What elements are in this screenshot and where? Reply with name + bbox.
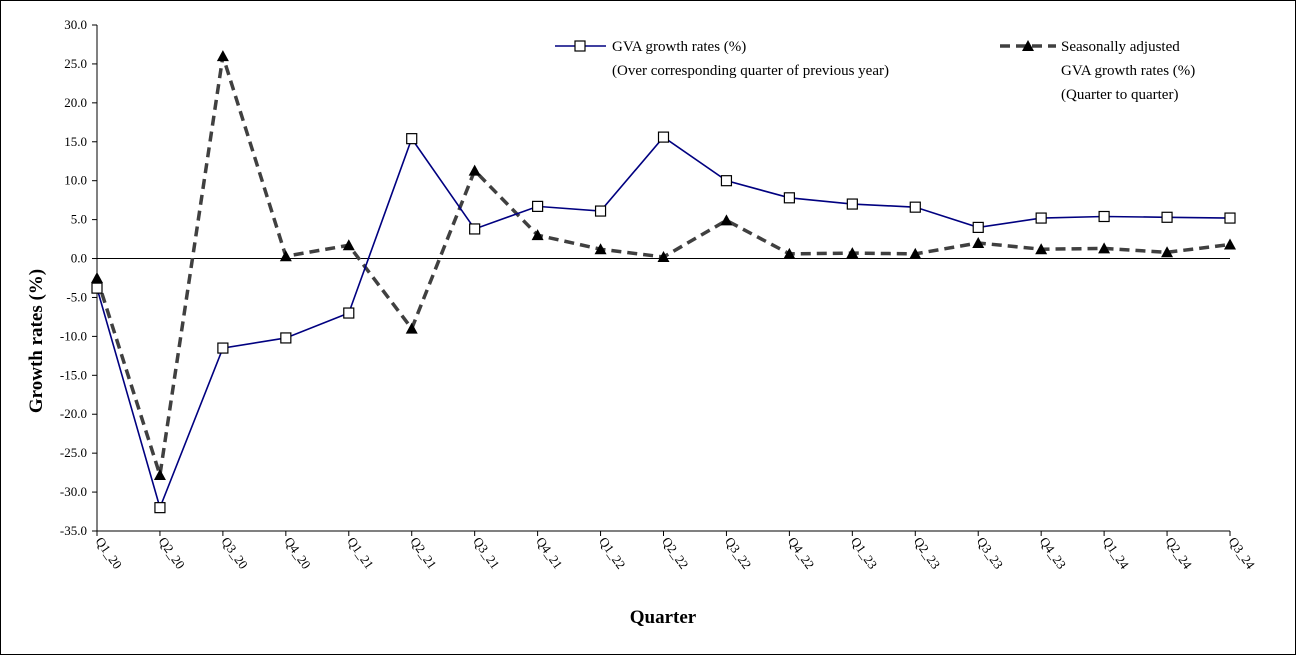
data-point [846, 198, 858, 210]
y-tick-label: -25.0 [60, 445, 87, 460]
data-point [342, 239, 355, 251]
data-point [469, 223, 481, 235]
data-point [1224, 212, 1236, 224]
data-point [1035, 212, 1047, 224]
data-point [1161, 211, 1173, 223]
y-tick-label: 5.0 [71, 212, 87, 227]
data-point [153, 468, 166, 480]
data-point [531, 229, 544, 241]
data-point [846, 247, 859, 259]
y-tick-label: -10.0 [60, 328, 87, 343]
data-point [279, 250, 292, 262]
legend-label: Seasonally adjusted [1061, 39, 1180, 55]
data-point [657, 250, 670, 262]
y-tick-label: -30.0 [60, 484, 87, 499]
x-axis-title: Quarter [630, 607, 697, 628]
data-point [406, 133, 418, 145]
legend-label: (Over corresponding quarter of previous … [612, 63, 889, 79]
data-point [91, 282, 103, 294]
data-point [972, 236, 985, 248]
legend-label: (Quarter to quarter) [1061, 87, 1178, 103]
y-tick-label: -20.0 [60, 406, 87, 421]
data-point [594, 205, 607, 217]
data-point [972, 221, 984, 233]
data-point [720, 175, 733, 187]
legend-marker [1022, 40, 1034, 51]
y-tick-label: -5.0 [66, 289, 87, 304]
legend-label: GVA growth rates (%) [612, 39, 746, 55]
series-layer [91, 50, 1236, 514]
series-gva-growth [91, 131, 1236, 514]
data-point [1098, 210, 1110, 223]
legend-label: GVA growth rates (%) [1061, 63, 1195, 79]
y-tick-label: 15.0 [64, 134, 87, 149]
data-point [91, 272, 103, 283]
legend: GVA growth rates (%) (Over corresponding … [555, 39, 1195, 103]
y-tick-label: -15.0 [60, 367, 87, 382]
data-point [532, 200, 544, 212]
y-axis-title: Growth rates (%) [26, 269, 47, 413]
data-point [405, 322, 418, 334]
data-point [468, 164, 481, 176]
data-point [594, 243, 607, 255]
data-point [783, 192, 795, 204]
data-point [657, 131, 670, 143]
data-point [1224, 238, 1236, 250]
data-point [1035, 243, 1048, 255]
data-point [1161, 246, 1174, 258]
data-point [216, 50, 229, 62]
data-point [343, 307, 355, 319]
data-point [783, 247, 796, 259]
y-tick-label: 10.0 [64, 173, 87, 188]
y-tick-label: 25.0 [64, 56, 87, 71]
legend-marker [574, 40, 586, 52]
data-point [720, 214, 733, 226]
data-point [280, 332, 292, 344]
y-tick-label: -35.0 [60, 523, 87, 538]
y-tick-label: 0.0 [71, 251, 87, 266]
data-point [909, 247, 922, 259]
data-point [909, 201, 921, 213]
series-seasonally-adjusted [91, 50, 1236, 480]
y-tick-label: 20.0 [64, 95, 87, 110]
data-point [217, 342, 229, 354]
data-point [1098, 242, 1111, 254]
y-tick-label: 30.0 [64, 17, 87, 32]
data-point [154, 502, 166, 514]
